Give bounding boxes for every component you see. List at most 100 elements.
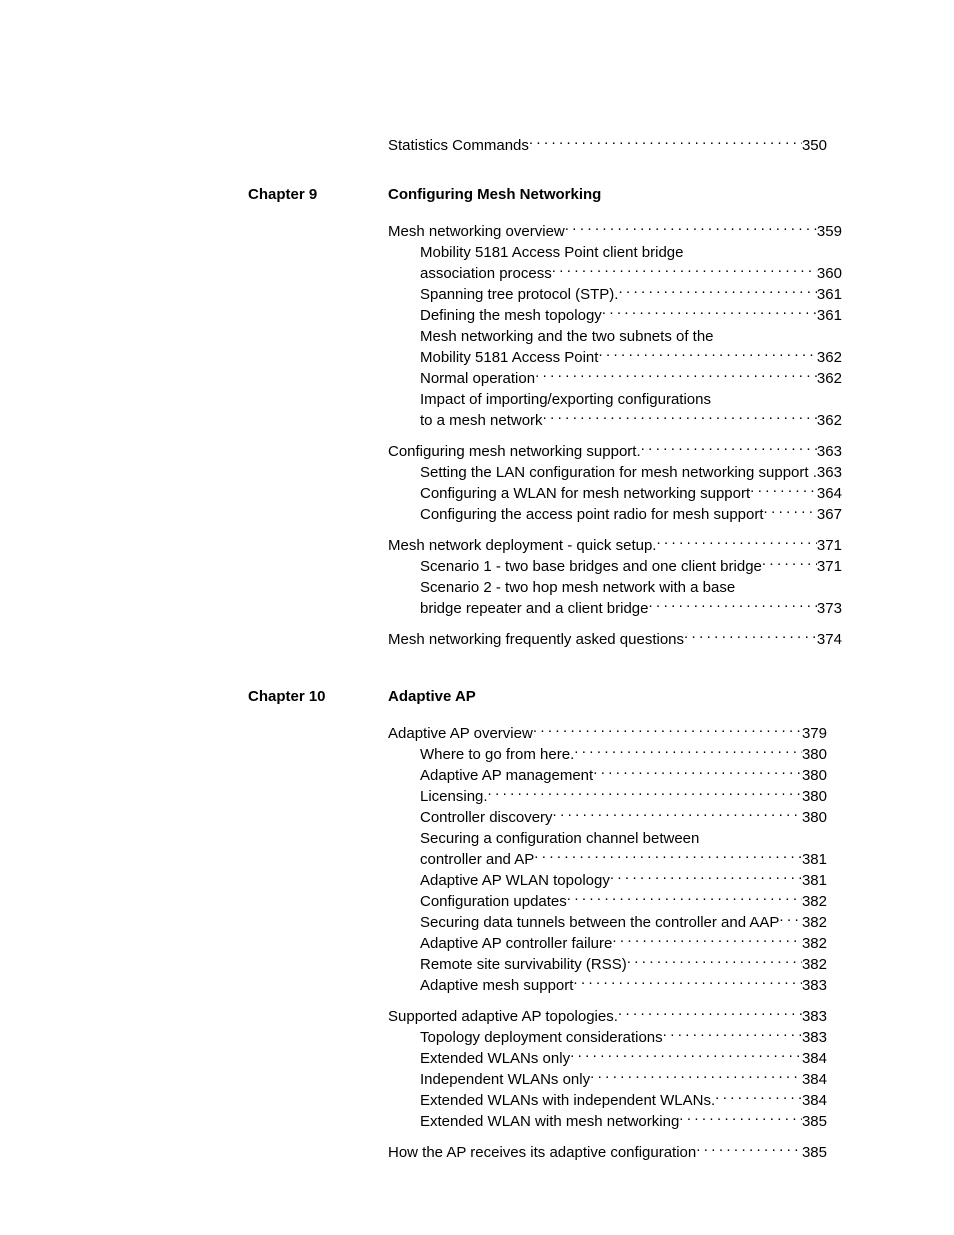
toc-leader: [534, 849, 802, 864]
toc-entry-page: 382: [802, 891, 827, 912]
chapter-label: Chapter 10: [248, 688, 388, 705]
toc-entry: to a mesh network 362: [388, 410, 842, 431]
toc-section: Supported adaptive AP topologies.383Topo…: [388, 1006, 827, 1132]
toc-entry-page: 363: [817, 441, 842, 462]
toc-entry-label: Extended WLANs with independent WLANs.: [420, 1090, 715, 1111]
toc-entry: Statistics Commands350: [388, 135, 827, 156]
toc-entry-label: Normal operation: [420, 368, 535, 389]
toc-leader: [602, 305, 817, 320]
toc-entry-page: 362: [817, 410, 842, 431]
toc-leader: [715, 1090, 802, 1105]
toc-entry: Remote site survivability (RSS)382: [388, 954, 827, 975]
toc-leader: [598, 347, 816, 362]
toc-entry: Supported adaptive AP topologies.383: [388, 1006, 827, 1027]
toc-entry: Mesh network deployment - quick setup. 37…: [388, 535, 842, 556]
chapter-body: Configuring Mesh NetworkingMesh networki…: [388, 186, 842, 660]
toc-entry-page: 381: [802, 849, 827, 870]
toc-entry-page: 361: [817, 284, 842, 305]
toc-leader: [488, 786, 802, 801]
toc-entry: Mesh networking overview359: [388, 221, 842, 242]
toc-entry-label: Adaptive mesh support: [420, 975, 573, 996]
toc-entry-page: 367: [817, 504, 842, 525]
toc-entry: Mesh networking frequently asked questio…: [388, 629, 842, 650]
toc-entry-page: 379: [802, 723, 827, 744]
toc-leader: [535, 368, 817, 383]
toc-leader: [543, 410, 817, 425]
toc-entry-page: 380: [802, 807, 827, 828]
toc-leader: [533, 723, 802, 738]
toc-entry-prefix: Mesh networking and the two subnets of t…: [388, 326, 842, 347]
toc-entry-page: 380: [802, 765, 827, 786]
toc-entry: Adaptive AP controller failure382: [388, 933, 827, 954]
toc-entry-label: association process: [420, 263, 552, 284]
toc-entry-page: 360: [817, 263, 842, 284]
toc-entry-page: 350: [802, 135, 827, 156]
toc-entry: Topology deployment considerations383: [388, 1027, 827, 1048]
toc-entry: Securing data tunnels between the contro…: [388, 912, 827, 933]
toc-entry: controller and AP381: [388, 849, 827, 870]
toc-entry-page: 384: [802, 1048, 827, 1069]
toc-entry-page: 380: [802, 744, 827, 765]
toc-entry-page: 382: [802, 954, 827, 975]
toc-entry: Mobility 5181 Access Point 362: [388, 347, 842, 368]
toc-leader: [649, 598, 817, 613]
toc-entry-page: 382: [802, 933, 827, 954]
toc-entry-page: 373: [817, 598, 842, 619]
chapter-label: Chapter 9: [248, 186, 388, 203]
toc-entry: Scenario 1 - two base bridges and one cl…: [388, 556, 842, 577]
toc-leader: [684, 629, 817, 644]
toc-entry: Spanning tree protocol (STP). 361: [388, 284, 842, 305]
toc-entry-page: 383: [802, 975, 827, 996]
toc-entry: Licensing. 380: [388, 786, 827, 807]
toc-entry-label: How the AP receives its adaptive configu…: [388, 1142, 696, 1163]
toc-entry-label: Extended WLAN with mesh networking: [420, 1111, 679, 1132]
toc-entry-label: Topology deployment considerations: [420, 1027, 663, 1048]
toc-entry-label: Configuring mesh networking support.: [388, 441, 641, 462]
toc-section: How the AP receives its adaptive configu…: [388, 1142, 827, 1163]
toc-section: Mesh networking overview359 Mobility 5181…: [388, 221, 842, 431]
toc-entry: bridge repeater and a client bridge373: [388, 598, 842, 619]
toc-entry-label: Extended WLANs only: [420, 1048, 570, 1069]
toc-section: Mesh networking frequently asked questio…: [388, 629, 842, 650]
toc-entry-page: 362: [817, 347, 842, 368]
toc-leader: [779, 912, 802, 927]
toc-entry: Adaptive AP WLAN topology381: [388, 870, 827, 891]
toc-entry-page: 380: [802, 786, 827, 807]
toc-entry-page: 359: [817, 221, 842, 242]
toc-entry: association process 360: [388, 263, 842, 284]
toc-entry-label: to a mesh network: [420, 410, 543, 431]
toc-entry: Configuration updates 382: [388, 891, 827, 912]
toc-entry-label: Spanning tree protocol (STP).: [420, 284, 618, 305]
chapter-block: Chapter 10Adaptive APAdaptive AP overvie…: [0, 688, 954, 1173]
chapter-body: Adaptive APAdaptive AP overview379Where …: [388, 688, 827, 1173]
toc-entry: Setting the LAN configuration for mesh n…: [388, 462, 842, 483]
toc-leader: [565, 221, 817, 236]
toc-entry-label: Mobility 5181 Access Point: [420, 347, 598, 368]
toc-leader: [641, 441, 817, 456]
toc-entry-label: Adaptive AP management: [420, 765, 593, 786]
toc-entry: Independent WLANs only384: [388, 1069, 827, 1090]
toc-entry-page: 382: [802, 912, 827, 933]
toc-entry-label: Adaptive AP overview: [388, 723, 533, 744]
toc-entry-page: 381: [802, 870, 827, 891]
pre-entries: Statistics Commands350: [388, 135, 827, 156]
toc-entry-page: 371: [817, 535, 842, 556]
toc-entry-label: Configuration updates: [420, 891, 567, 912]
toc-entry-label: Mesh network deployment - quick setup.: [388, 535, 656, 556]
toc-entry-label: Licensing.: [420, 786, 488, 807]
toc-leader: [553, 807, 802, 822]
toc-leader: [627, 954, 802, 969]
toc-entry-page: 364: [817, 483, 842, 504]
toc-leader: [610, 870, 802, 885]
toc-entry-page: 385: [802, 1142, 827, 1163]
toc-entry: Adaptive mesh support 383: [388, 975, 827, 996]
toc-leader: [750, 483, 817, 498]
toc-entry-page: 384: [802, 1090, 827, 1111]
toc-entry: Configuring mesh networking support. 363: [388, 441, 842, 462]
toc-entry: Adaptive AP overview 379: [388, 723, 827, 744]
toc-entry-label: Configuring the access point radio for m…: [420, 504, 764, 525]
toc-entry: Extended WLANs with independent WLANs. 38…: [388, 1090, 827, 1111]
toc-entry: Configuring a WLAN for mesh networking s…: [388, 483, 842, 504]
toc-leader: [764, 504, 817, 519]
toc-entry-prefix: Scenario 2 - two hop mesh network with a…: [388, 577, 842, 598]
